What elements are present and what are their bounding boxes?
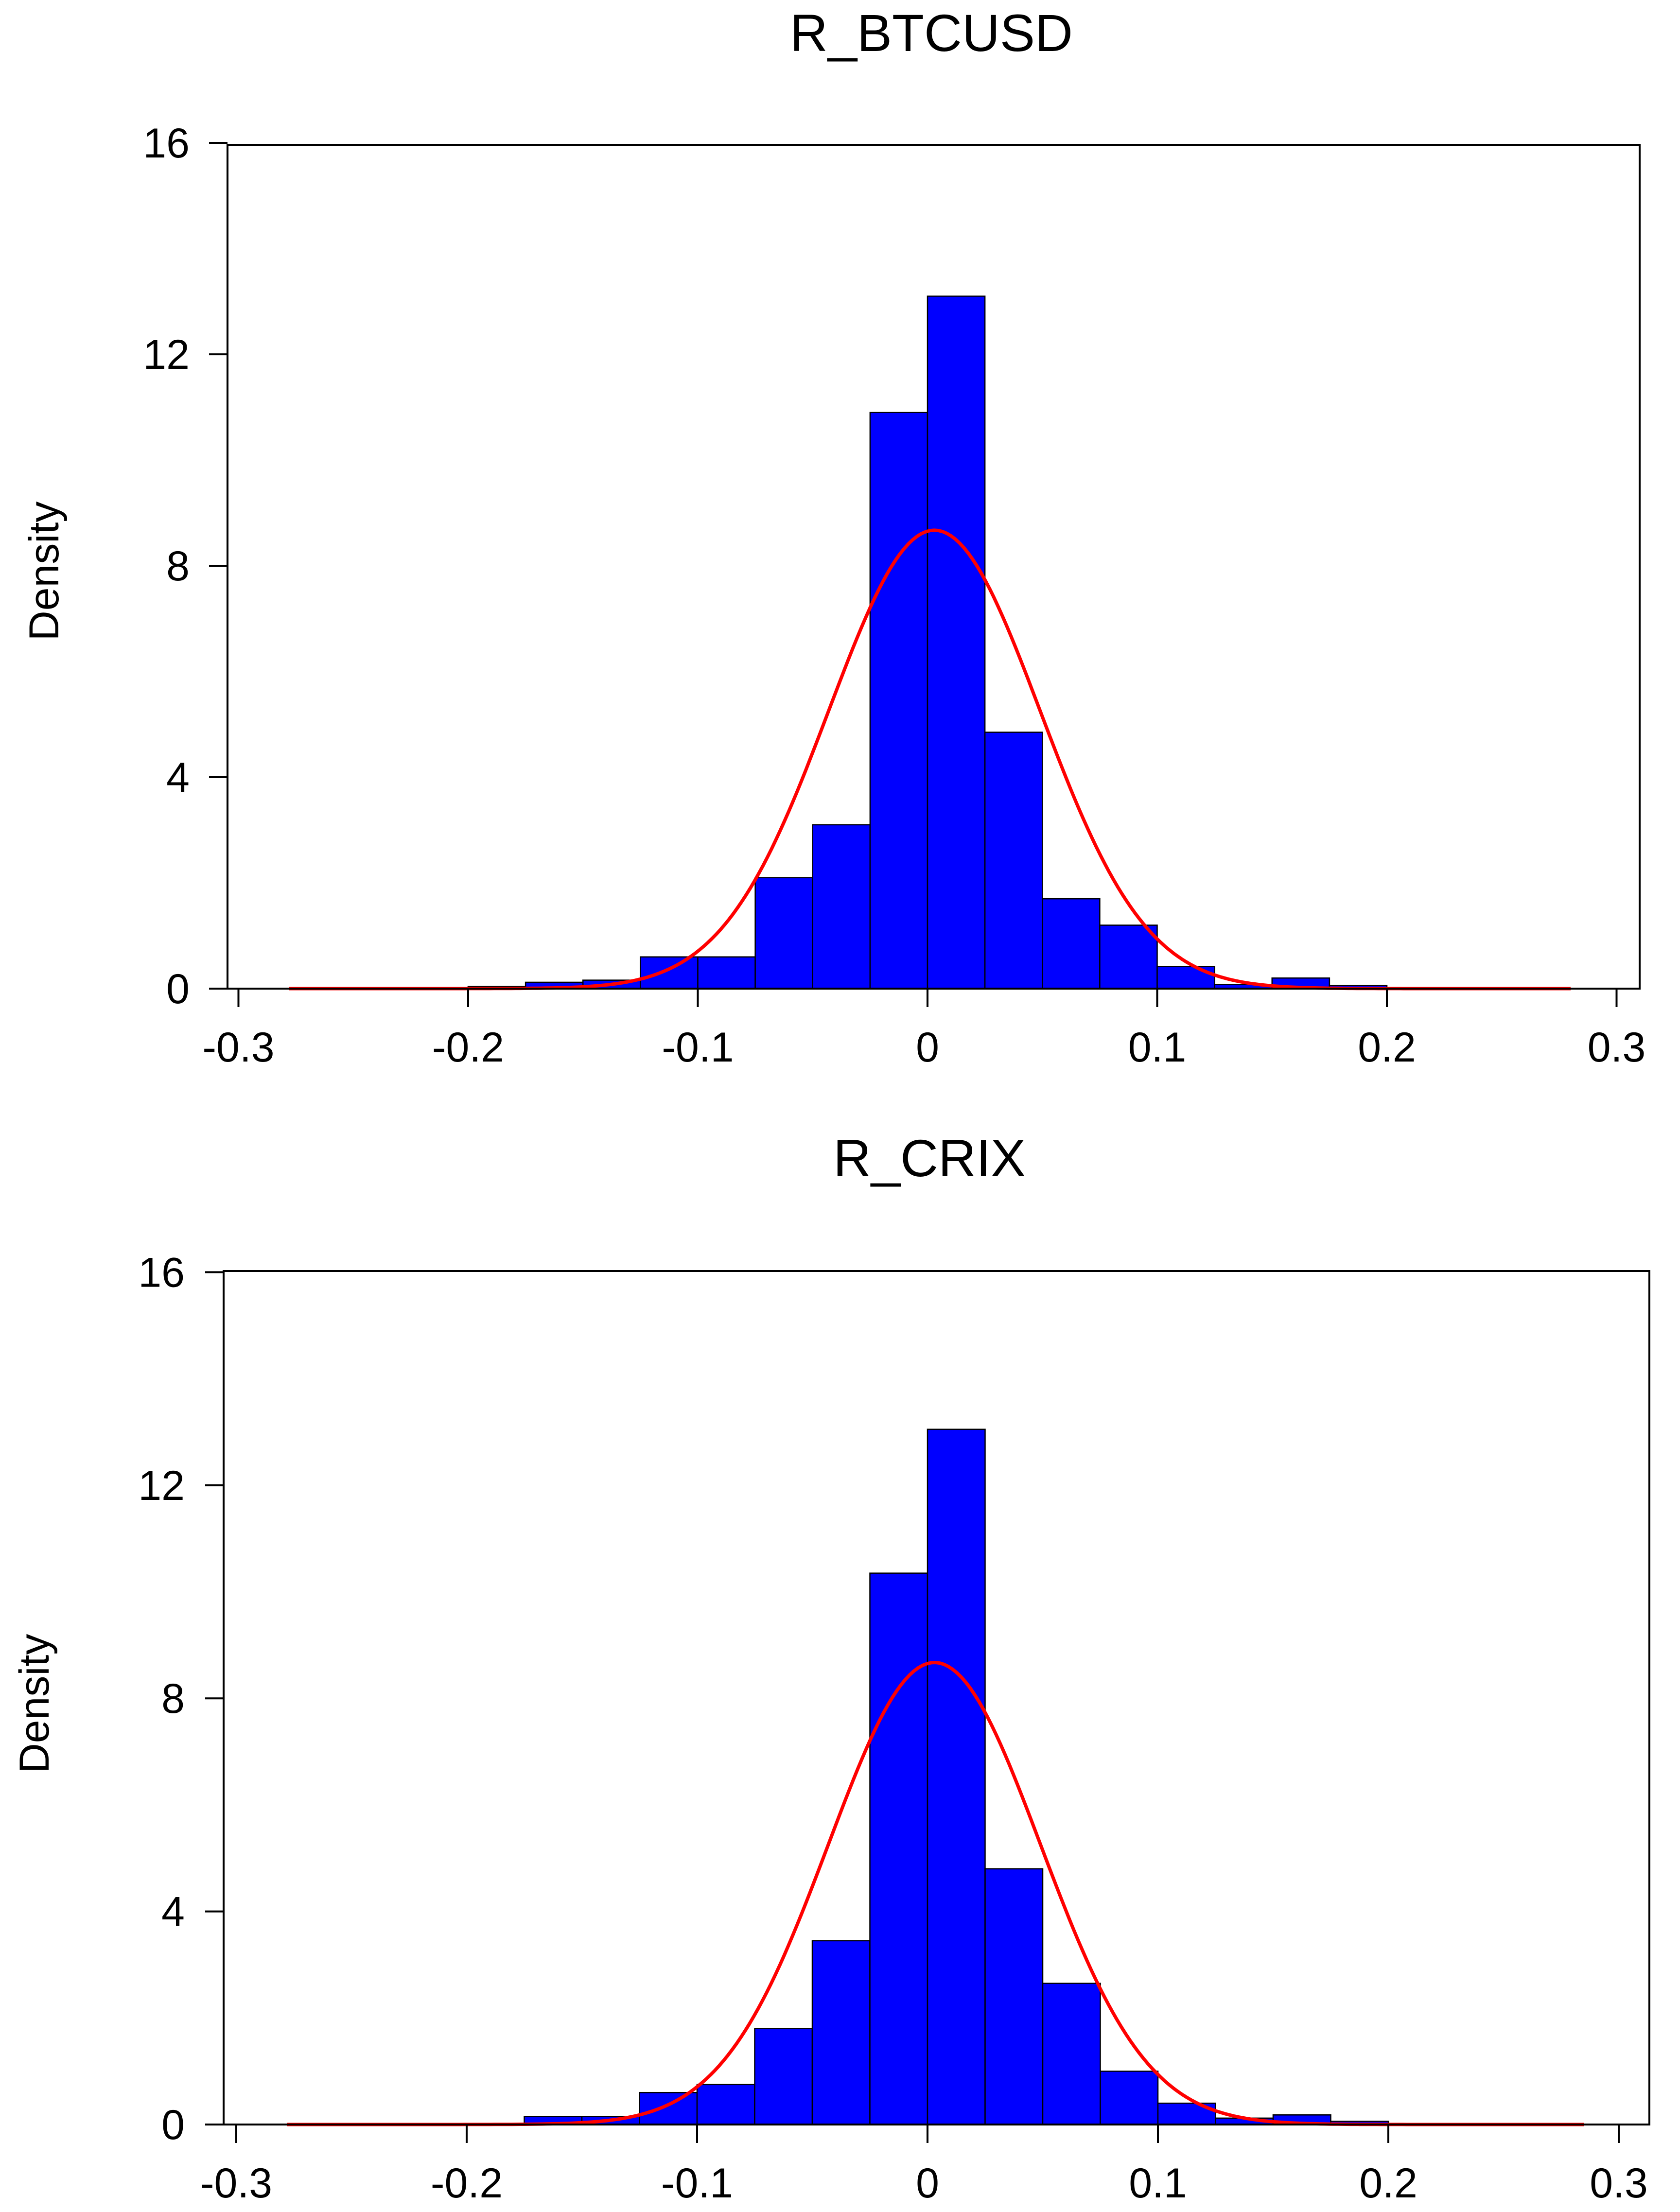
chart-r-crix: R_CRIX Density 0 4 8 12 16 -0.3 -0.2 -0.1 0 0.1 0… — [11, 1129, 1650, 2207]
x-tick-label: 0.2 — [1359, 2160, 1418, 2207]
histogram-bar — [812, 824, 871, 990]
histogram-bar — [869, 412, 928, 990]
histogram-bars — [524, 1428, 1389, 2125]
histogram-bar — [754, 877, 813, 990]
histogram-bar — [927, 1428, 986, 2125]
x-tick-label: -0.2 — [431, 2160, 503, 2207]
histogram-bar — [869, 1572, 928, 2125]
y-tick-label: 0 — [161, 2102, 185, 2148]
x-tick-label: -0.3 — [202, 1024, 274, 1071]
y-axis: 0 4 8 12 16 — [143, 120, 228, 1012]
histogram-bar — [1100, 2071, 1159, 2125]
x-tick-label: 0.3 — [1590, 2160, 1648, 2207]
x-tick-label: -0.3 — [200, 2160, 272, 2207]
y-axis: 0 4 8 12 16 — [138, 1249, 224, 2148]
x-tick-label: 0.3 — [1588, 1024, 1646, 1071]
y-tick-label: 0 — [166, 966, 190, 1012]
histogram-bar — [640, 956, 699, 990]
histogram-bar — [697, 956, 756, 990]
y-tick-label: 12 — [143, 331, 190, 378]
histogram-bar — [754, 2028, 813, 2125]
x-tick-label: -0.2 — [432, 1024, 504, 1071]
x-tick-label: 0 — [916, 2160, 939, 2207]
histogram-bar — [984, 732, 1043, 990]
y-tick-label: 12 — [138, 1463, 185, 1509]
y-tick-label: 16 — [143, 120, 190, 167]
x-tick-label: 0.2 — [1358, 1024, 1416, 1071]
x-axis: -0.3 -0.2 -0.1 0 0.1 0.2 0.3 — [200, 2125, 1648, 2207]
histogram-bar — [1042, 1983, 1101, 2125]
histogram-bar — [927, 296, 986, 990]
y-axis-label: Density — [21, 502, 68, 641]
histogram-bar — [1156, 966, 1215, 990]
x-tick-label: -0.1 — [661, 2160, 733, 2207]
chart-title: R_BTCUSD — [790, 3, 1073, 62]
x-tick-label: 0.1 — [1129, 2160, 1187, 2207]
y-tick-label: 4 — [161, 1889, 185, 1935]
y-tick-label: 16 — [138, 1249, 185, 1296]
histogram-bar — [639, 2091, 698, 2125]
histogram-bar — [1099, 924, 1158, 990]
x-tick-label: 0 — [916, 1024, 939, 1071]
histogram-bars — [467, 296, 1388, 990]
x-tick-label: -0.1 — [662, 1024, 734, 1071]
y-tick-label: 4 — [166, 754, 190, 801]
chart-title: R_CRIX — [833, 1129, 1026, 1187]
histogram-bar — [984, 1868, 1044, 2125]
y-tick-label: 8 — [161, 1675, 185, 1722]
x-axis: -0.3 -0.2 -0.1 0 0.1 0.2 0.3 — [202, 989, 1645, 1071]
chart-r-btcusd: R_BTCUSD Density 0 4 8 12 16 -0.3 -0.2 -0.1 0 0.… — [21, 3, 1645, 1071]
histogram-bar — [1042, 898, 1101, 990]
histogram-bar — [696, 2084, 755, 2125]
y-axis-label: Density — [11, 1634, 58, 1774]
x-tick-label: 0.1 — [1128, 1024, 1187, 1071]
histogram-bar — [811, 1940, 871, 2125]
y-tick-label: 8 — [166, 543, 190, 590]
